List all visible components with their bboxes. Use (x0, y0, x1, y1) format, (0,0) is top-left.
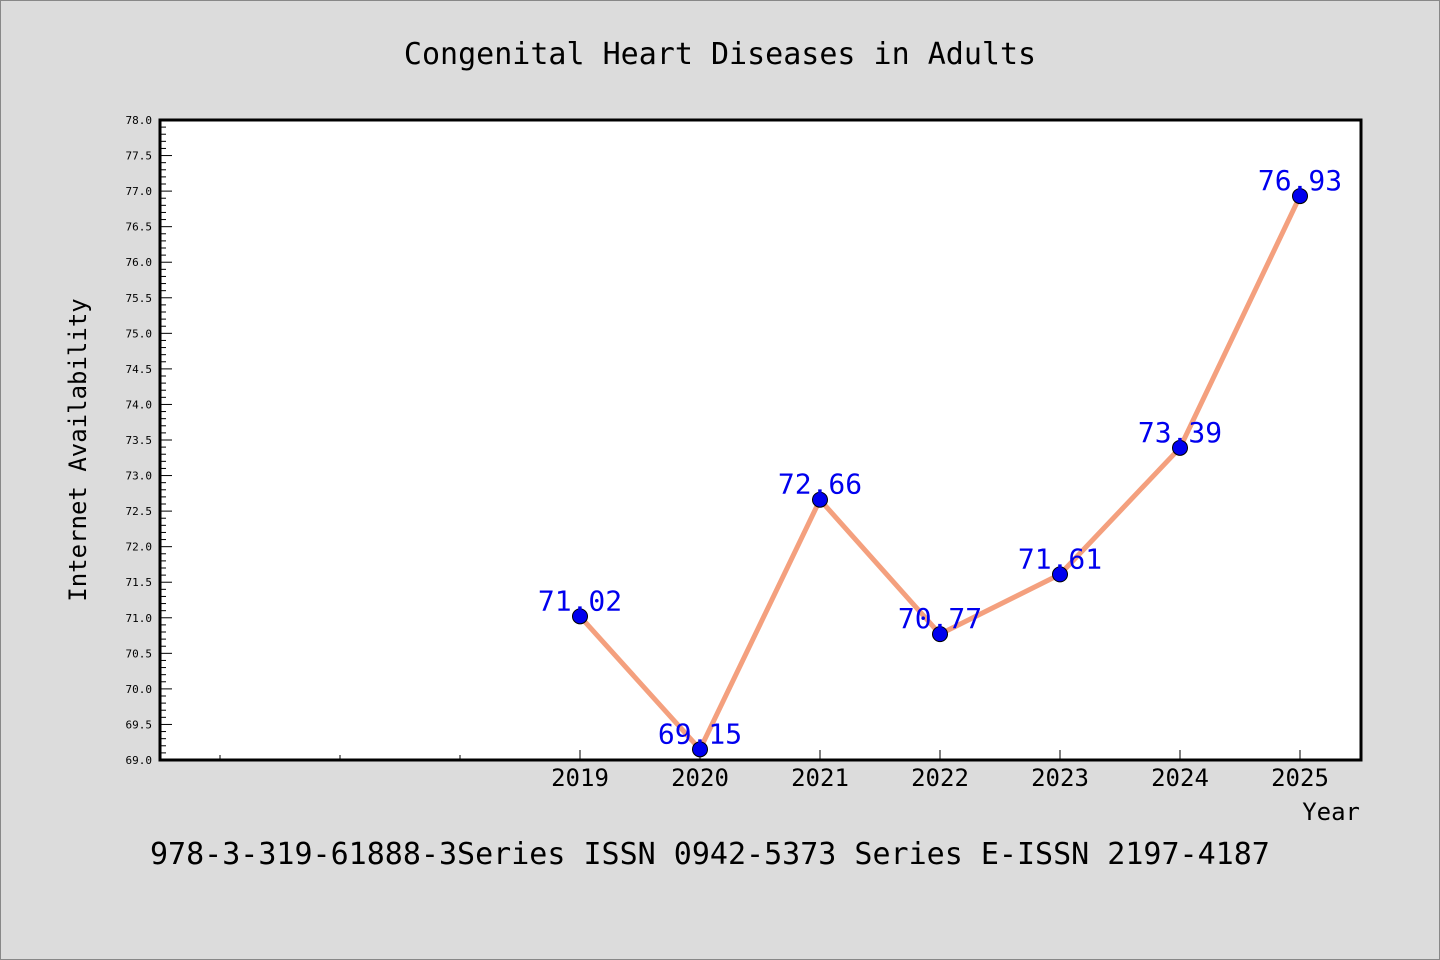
y-tick-label: 71.5 (126, 576, 153, 589)
data-point (812, 491, 828, 508)
data-label: 76.93 (1258, 164, 1342, 197)
y-tick-label: 70.5 (126, 647, 153, 660)
data-point (1172, 439, 1188, 456)
x-tick-label: 2025 (1271, 764, 1329, 792)
y-tick-label: 71.0 (126, 612, 153, 625)
y-tick-label: 78.0 (126, 114, 153, 127)
chart-title: Congenital Heart Diseases in Adults (404, 37, 1036, 72)
y-tick-label: 72.5 (126, 505, 153, 518)
y-tick-label: 76.5 (126, 221, 153, 234)
data-point (1052, 566, 1068, 583)
data-label: 70.77 (898, 602, 982, 635)
data-label: 71.02 (538, 584, 622, 617)
y-tick-label: 72.0 (126, 541, 153, 554)
x-tick-label: 2019 (551, 764, 609, 792)
y-axis: 69.0 69.5 70.0 70.5 71.0 71.5 72.0 72.5 73.0 73.5… (126, 114, 172, 767)
y-tick-label: 77.5 (126, 150, 153, 163)
data-label: 69.15 (658, 717, 742, 750)
x-tick-label: 2022 (911, 764, 969, 792)
x-tick-label: 2021 (791, 764, 849, 792)
x-axis: 2019 2020 2021 2022 2023 2024 2025 (219, 750, 1329, 792)
y-tick-label: 73.0 (126, 470, 153, 483)
data-label: 71.61 (1018, 542, 1102, 575)
data-label: 72.66 (778, 468, 862, 501)
x-tick-label: 2023 (1031, 764, 1089, 792)
y-tick-label: 69.5 (126, 718, 153, 731)
y-tick-label: 75.0 (126, 327, 153, 340)
y-tick-label: 74.5 (126, 363, 153, 376)
y-tick-label: 74.0 (126, 398, 153, 411)
y-tick-label: 73.5 (126, 434, 153, 447)
y-tick-label: 75.5 (126, 292, 153, 305)
data-point (932, 626, 948, 643)
x-tick-label: 2020 (671, 764, 729, 792)
data-labels: 71.02 69.15 72.66 70.77 71.61 73.39 76.93 (538, 164, 1342, 750)
footer-text: 978-3-319-61888-3Series ISSN 0942-5373 S… (150, 837, 1270, 872)
y-axis-label: Internet Availability (64, 298, 92, 601)
data-label: 73.39 (1138, 416, 1222, 449)
y-tick-label: 76.0 (126, 256, 153, 269)
data-point (692, 741, 708, 758)
x-axis-label: Year (1302, 798, 1360, 826)
x-tick-label: 2024 (1151, 764, 1209, 792)
y-tick-label: 69.0 (126, 754, 153, 767)
y-tick-label: 77.0 (126, 185, 153, 198)
y-tick-label: 70.0 (126, 683, 153, 696)
data-point (572, 608, 588, 625)
data-point (1292, 188, 1308, 205)
series-markers (572, 188, 1308, 758)
plot-area (158, 118, 1363, 762)
